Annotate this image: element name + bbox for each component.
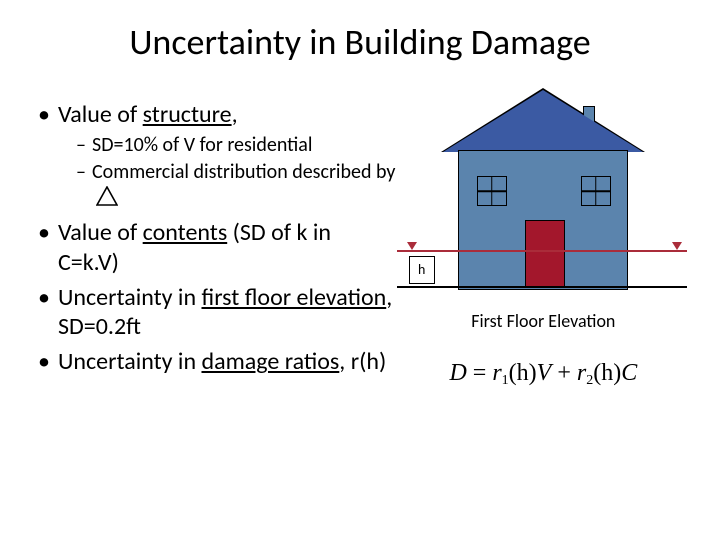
bullet-list: Value of structure, SD=10% of V for resi…	[30, 100, 397, 377]
house-diagram: h	[397, 90, 687, 310]
window-left	[477, 176, 507, 206]
bullet-structure: Value of structure, SD=10% of V for resi…	[38, 100, 397, 212]
text: , r(h)	[339, 347, 386, 376]
slide-title: Uncertainty in Building Damage	[0, 0, 720, 72]
sub-bullet-sd: SD=10% of V for residential	[76, 133, 397, 157]
bullet-contents: Value of contents (SD of k in C=k.V)	[38, 218, 397, 277]
eq-C: C	[621, 360, 637, 386]
roof-shape	[443, 90, 643, 152]
text: Commercial distribution described by	[92, 160, 395, 184]
sub-bullets: SD=10% of V for residential Commercial d…	[58, 133, 397, 212]
bullet-ffe: Uncertainty in first floor elevation, SD…	[38, 283, 397, 342]
underline-contents: contents	[143, 218, 228, 247]
door-shape	[525, 220, 565, 288]
eq-h1: (h)	[509, 360, 537, 386]
underline-structure: structure	[143, 100, 232, 129]
ground-line	[397, 286, 687, 288]
diagram-column: h First Floor Elevation D = r1(h)V + r2(…	[397, 82, 690, 389]
underline-ffe: first floor elevation	[201, 283, 386, 312]
underline-damage-ratios: damage ratios	[201, 347, 339, 376]
window-right	[581, 176, 611, 206]
text: Uncertainty in	[58, 283, 201, 312]
bullet-damage-ratios: Uncertainty in damage ratios, r(h)	[38, 347, 397, 376]
text: ,	[232, 100, 238, 129]
eq-sub1: 1	[502, 373, 509, 388]
diagram-caption: First Floor Elevation	[397, 310, 690, 332]
text: Value of	[58, 100, 143, 129]
bullet-list-column: Value of structure, SD=10% of V for resi…	[30, 82, 397, 389]
eq-h2: (h)	[593, 360, 621, 386]
water-marker-right-icon	[672, 242, 682, 250]
triangle-icon	[96, 186, 118, 212]
eq-plus: +	[551, 360, 577, 386]
sub-bullet-commercial: Commercial distribution described by	[76, 160, 397, 212]
damage-equation: D = r1(h)V + r2(h)C	[397, 360, 690, 389]
eq-r2: r	[577, 360, 586, 386]
eq-D: D	[449, 360, 466, 386]
text: Value of	[58, 218, 143, 247]
eq-equals: =	[467, 360, 493, 386]
eq-V: V	[537, 360, 552, 386]
h-label-box: h	[409, 256, 435, 284]
water-marker-left-icon	[407, 242, 417, 250]
content-row: Value of structure, SD=10% of V for resi…	[0, 72, 720, 389]
water-level-line	[397, 250, 687, 252]
text: Uncertainty in	[58, 347, 201, 376]
eq-r1: r	[492, 360, 501, 386]
